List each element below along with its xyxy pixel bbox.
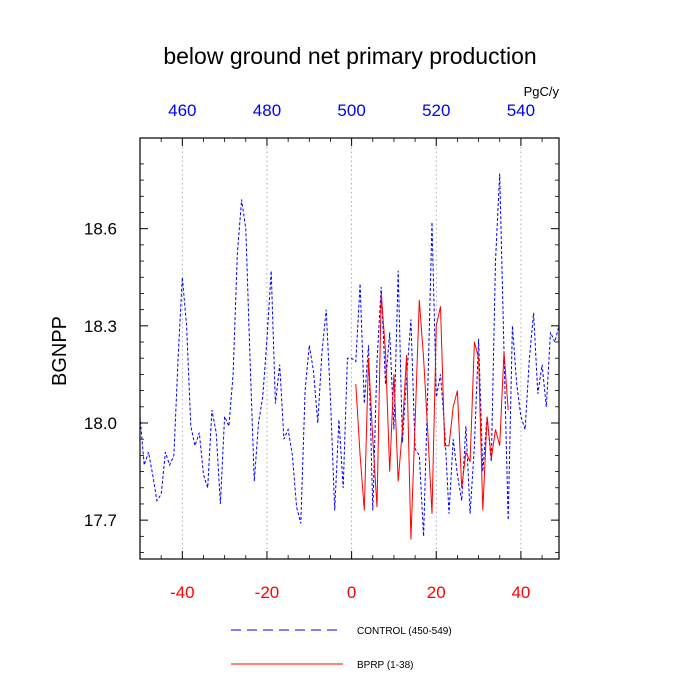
bprp-series (355, 293, 509, 540)
y-tick-label: 18.3 (84, 317, 117, 336)
x-tick-label-bottom: 40 (511, 583, 530, 602)
x-tick-label-top: 520 (422, 101, 450, 120)
vertical-gridlines (181, 138, 522, 559)
control-series (139, 173, 560, 537)
y-tick-label: 18.0 (84, 414, 117, 433)
x-tick-label-bottom: -20 (255, 583, 280, 602)
y-tick-label: 17.7 (84, 511, 117, 530)
plot-frame (139, 137, 560, 560)
x-tick-label-bottom: 20 (427, 583, 446, 602)
x-tick-label-bottom: 0 (347, 583, 356, 602)
x-tick-label-top: 460 (168, 101, 196, 120)
chart-title: below ground net primary production (163, 43, 536, 69)
x-tick-label-top: 480 (253, 101, 281, 120)
x-tick-label-top: 500 (337, 101, 365, 120)
axis-ticks: 17.7 18.0 18.3 18.6 -40 460 -20 480 0 500 20 520 40 5… (84, 101, 559, 602)
legend-control-label: CONTROL (450-549) (357, 626, 452, 637)
bprp-line (355, 293, 509, 540)
legend: CONTROL (450-549) BPRP (1-38) (231, 626, 452, 671)
legend-bprp-label: BPRP (1-38) (357, 660, 414, 671)
x-tick-label-top: 540 (507, 101, 535, 120)
control-line (139, 173, 560, 537)
y-tick-label: 18.6 (84, 220, 117, 239)
x-tick-label-bottom: -40 (170, 583, 195, 602)
y-axis-label: BGNPP (49, 316, 71, 386)
units-label: PgC/y (524, 84, 560, 99)
